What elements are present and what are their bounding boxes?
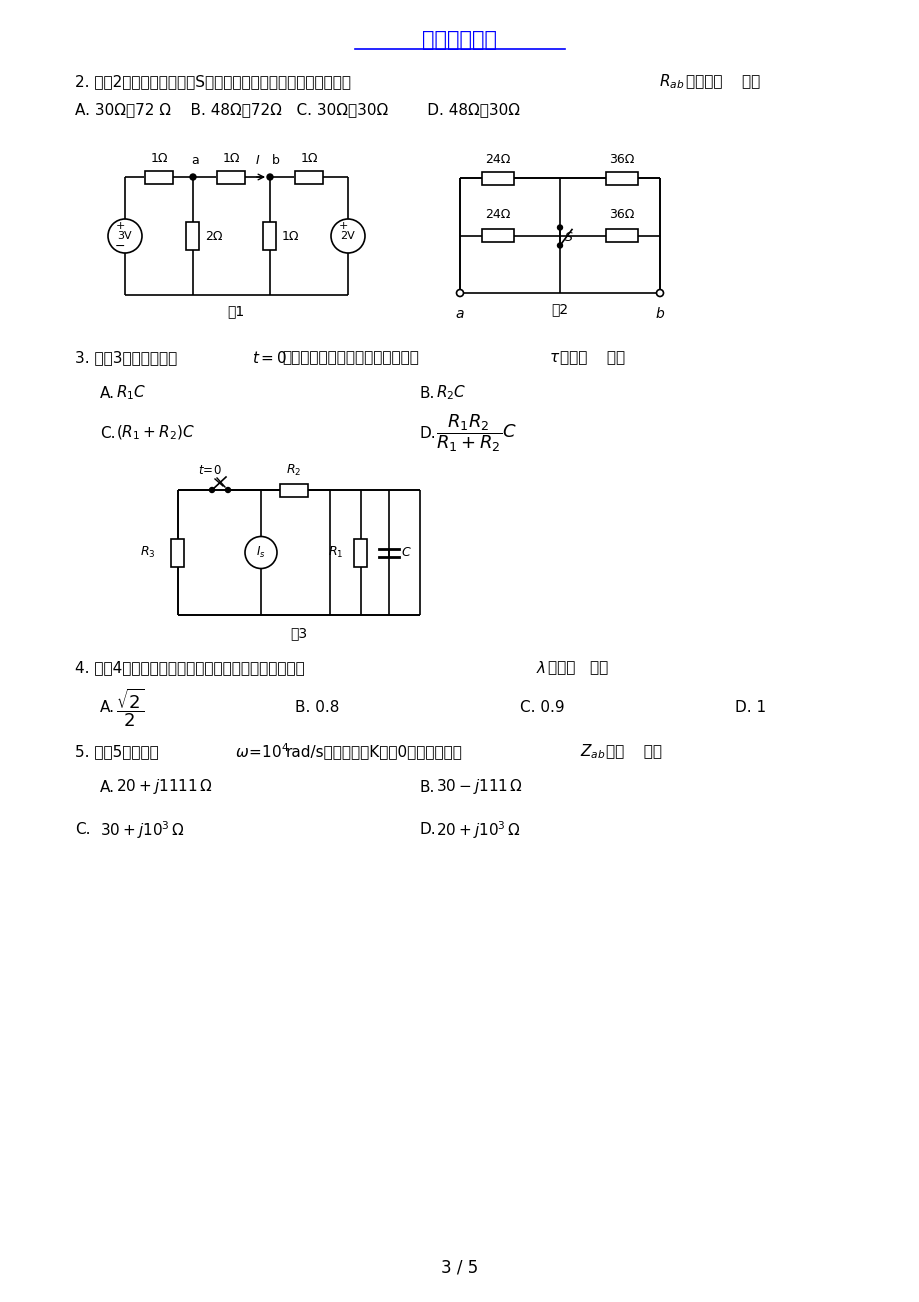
Circle shape [656, 290, 663, 296]
Text: 2V: 2V [340, 230, 355, 241]
Circle shape [210, 487, 214, 492]
Text: B. 0.8: B. 0.8 [295, 700, 339, 716]
Text: rad/s，耦合系数K等于0时，输入阻抗: rad/s，耦合系数K等于0时，输入阻抗 [286, 745, 462, 759]
Text: $R_{ab}$: $R_{ab}$ [658, 73, 684, 91]
Text: b: b [655, 307, 664, 322]
Circle shape [190, 174, 196, 180]
Text: 1Ω: 1Ω [150, 152, 167, 165]
Text: 24Ω: 24Ω [485, 208, 510, 221]
Bar [187, 223, 199, 250]
Text: b: b [272, 154, 279, 167]
Text: A.: A. [100, 385, 115, 401]
Bar [482, 229, 514, 242]
Text: C.: C. [75, 823, 90, 837]
Text: 为（    ）。: 为（ ）。 [606, 745, 662, 759]
Text: +: + [115, 221, 125, 230]
Text: 图2: 图2 [550, 302, 568, 316]
Text: $(R_1+R_2)C$: $(R_1+R_2)C$ [116, 423, 195, 443]
Circle shape [557, 243, 562, 247]
Circle shape [331, 219, 365, 253]
Text: D.: D. [420, 426, 437, 440]
Text: 3V: 3V [118, 230, 132, 241]
Text: 2. 如图2所示电路，当开关S打开和闭合时该单口网络的等效电阻: 2. 如图2所示电路，当开关S打开和闭合时该单口网络的等效电阻 [75, 74, 351, 90]
Circle shape [267, 174, 273, 180]
Text: 1Ω: 1Ω [222, 152, 240, 165]
Bar [145, 171, 173, 184]
Text: $\omega\!=\!10^4$: $\omega\!=\!10^4$ [234, 742, 289, 762]
Text: A.: A. [100, 780, 115, 794]
Text: a: a [191, 154, 199, 167]
Text: $30-j111\,\Omega$: $30-j111\,\Omega$ [436, 777, 523, 797]
Text: 图3: 图3 [290, 626, 307, 641]
Text: 历年考试真题: 历年考试真题 [422, 30, 497, 49]
Bar [482, 172, 514, 185]
Bar [279, 483, 308, 496]
Text: 等于（    ）。: 等于（ ）。 [560, 350, 624, 366]
Text: $I_s$: $I_s$ [255, 546, 266, 560]
Text: 时开关断开，求换路后的时间常数: 时开关断开，求换路后的时间常数 [282, 350, 418, 366]
Text: $\dfrac{\sqrt{2}}{2}$: $\dfrac{\sqrt{2}}{2}$ [116, 686, 144, 729]
Bar [171, 539, 185, 566]
Text: $\tau$: $\tau$ [549, 350, 560, 366]
Text: A. 30Ω，72 Ω    B. 48Ω，72Ω   C. 30Ω，30Ω        D. 48Ω，30Ω: A. 30Ω，72 Ω B. 48Ω，72Ω C. 30Ω，30Ω D. 48Ω… [75, 103, 519, 117]
Text: 5. 如图5所示，当: 5. 如图5所示，当 [75, 745, 159, 759]
Text: $R_1$: $R_1$ [327, 546, 343, 560]
Bar [606, 229, 637, 242]
Circle shape [225, 487, 231, 492]
Text: B.: B. [420, 385, 435, 401]
Text: $20+j1111\,\Omega$: $20+j1111\,\Omega$ [116, 777, 212, 797]
Text: $C$: $C$ [401, 546, 411, 559]
Text: 1Ω: 1Ω [300, 152, 317, 165]
Text: 等于（   ）。: 等于（ ）。 [548, 660, 607, 676]
Text: $\lambda$: $\lambda$ [536, 660, 546, 676]
Text: 3. 如图3所示电路，在: 3. 如图3所示电路，在 [75, 350, 177, 366]
Text: 分别为（    ）。: 分别为（ ）。 [686, 74, 759, 90]
Text: 1Ω: 1Ω [282, 229, 300, 242]
Text: C.: C. [100, 426, 116, 440]
Bar [354, 539, 367, 566]
Text: $R_2$: $R_2$ [286, 464, 301, 478]
Bar [295, 171, 323, 184]
Text: $R_2C$: $R_2C$ [436, 384, 466, 402]
Text: $R_3$: $R_3$ [141, 546, 156, 560]
Text: 图1: 图1 [227, 303, 244, 318]
Text: $t=0$: $t=0$ [252, 350, 287, 366]
Text: 36Ω: 36Ω [608, 154, 634, 165]
Text: B.: B. [420, 780, 435, 794]
Text: D. 1: D. 1 [734, 700, 766, 716]
Circle shape [244, 536, 277, 569]
Text: $\dfrac{R_1R_2}{R_1+R_2}C$: $\dfrac{R_1R_2}{R_1+R_2}C$ [436, 413, 516, 454]
Bar [263, 223, 277, 250]
Circle shape [557, 225, 562, 230]
Text: $30+j10^3\,\Omega$: $30+j10^3\,\Omega$ [100, 819, 185, 841]
Bar [217, 171, 245, 184]
Text: $R_1C$: $R_1C$ [116, 384, 146, 402]
Bar [606, 172, 637, 185]
Text: D.: D. [420, 823, 437, 837]
Circle shape [457, 290, 462, 296]
Text: $t\!=\!0$: $t\!=\!0$ [198, 464, 221, 477]
Text: 3 / 5: 3 / 5 [441, 1259, 478, 1277]
Text: I: I [255, 154, 259, 167]
Circle shape [456, 289, 463, 297]
Text: $20+j10^3\,\Omega$: $20+j10^3\,\Omega$ [436, 819, 520, 841]
Text: 24Ω: 24Ω [485, 154, 510, 165]
Text: $Z_{ab}$: $Z_{ab}$ [579, 742, 605, 762]
Text: 2Ω: 2Ω [205, 229, 222, 242]
Text: +: + [338, 221, 347, 230]
Circle shape [656, 289, 663, 297]
Text: S: S [564, 230, 573, 243]
Text: 36Ω: 36Ω [608, 208, 634, 221]
Circle shape [108, 219, 142, 253]
Text: A.: A. [100, 700, 115, 716]
Text: C. 0.9: C. 0.9 [519, 700, 564, 716]
Text: −: − [115, 240, 125, 253]
Text: 4. 如图4所示的正弦稳态二端网络，求电路的功率因数: 4. 如图4所示的正弦稳态二端网络，求电路的功率因数 [75, 660, 304, 676]
Text: a: a [455, 307, 464, 322]
